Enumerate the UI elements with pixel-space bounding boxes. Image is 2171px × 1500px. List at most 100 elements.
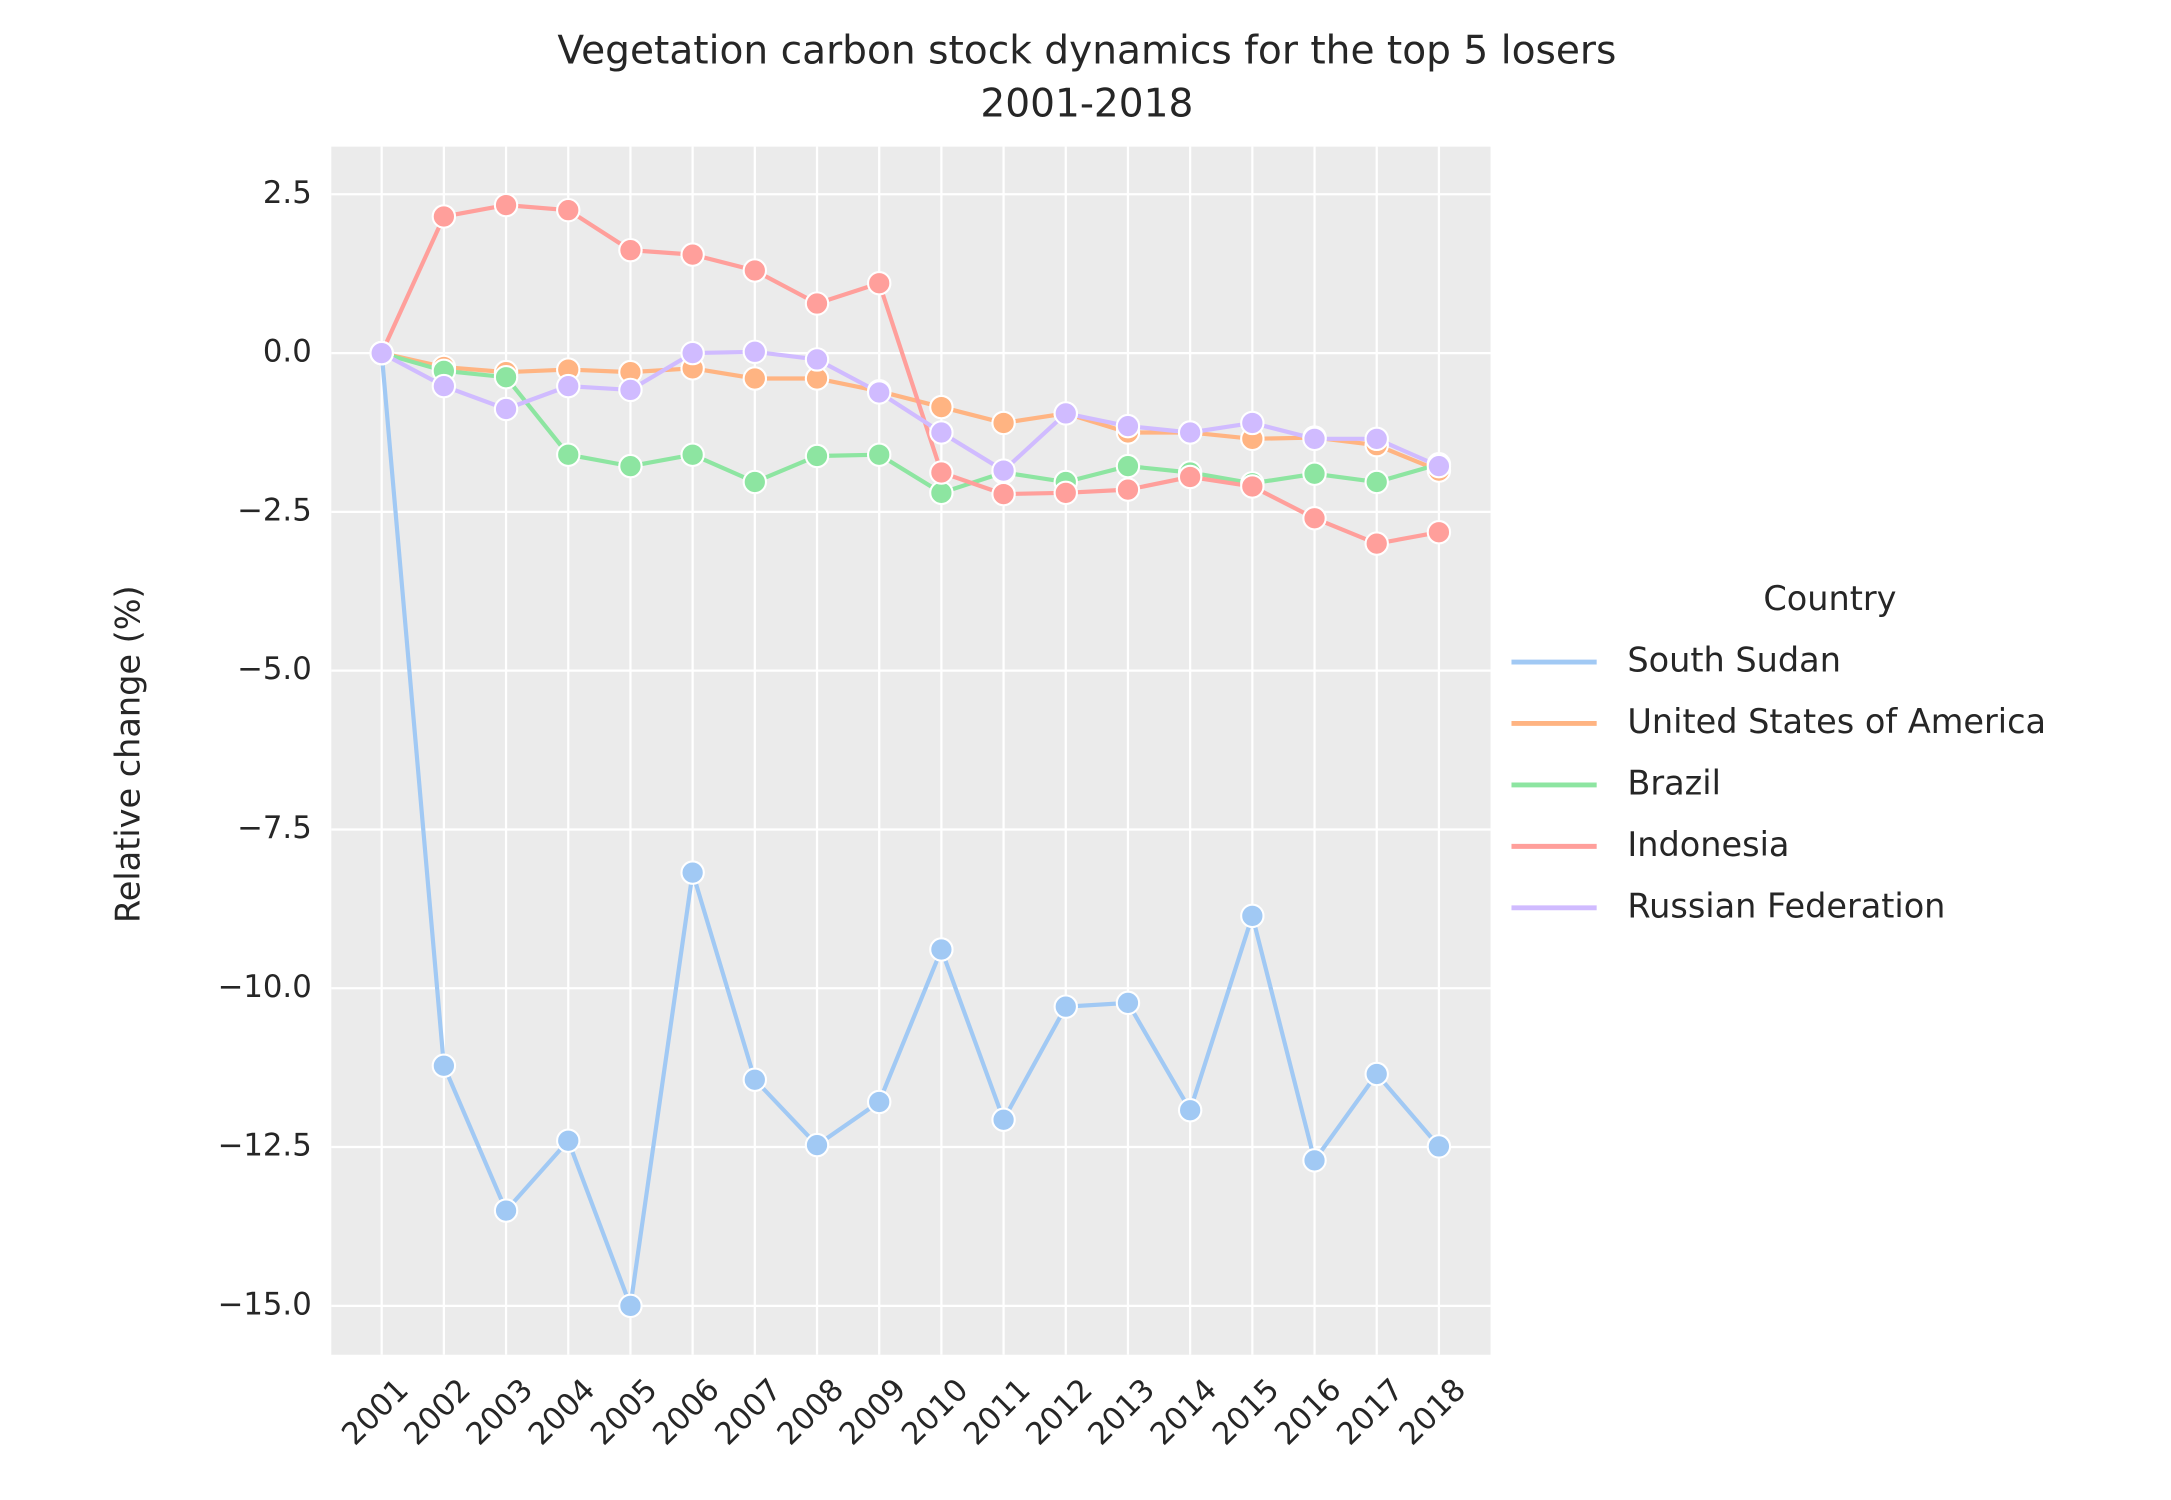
legend-label: South Sudan — [1627, 641, 1841, 680]
data-point — [1115, 477, 1141, 502]
data-point — [742, 366, 768, 391]
legend-label: Russian Federation — [1627, 886, 1945, 925]
data-point — [929, 420, 954, 445]
y-tick-label: −12.5 — [218, 1128, 312, 1164]
y-tick-label: −7.5 — [237, 810, 312, 846]
data-point — [493, 192, 519, 218]
data-point — [1426, 453, 1452, 479]
data-point — [1302, 1148, 1327, 1173]
data-point — [618, 237, 643, 263]
x-tick-label: 2018 — [1392, 1372, 1473, 1453]
data-point — [804, 443, 830, 469]
x-tick-label: 2005 — [584, 1372, 665, 1453]
legend: Country South Sudan United States of Ameri… — [1511, 579, 2046, 925]
data-point — [1302, 426, 1327, 452]
data-point — [1177, 1097, 1203, 1123]
x-tick-label: 2016 — [1268, 1372, 1349, 1453]
data-point — [1426, 1134, 1452, 1159]
data-point — [1364, 1061, 1389, 1087]
chart-subtitle: 2001-2018 — [980, 82, 1193, 127]
y-axis-label: Relative change (%) — [109, 585, 148, 923]
data-point — [680, 860, 705, 885]
data-point — [866, 442, 892, 467]
data-point — [1240, 474, 1265, 499]
data-point — [991, 1107, 1016, 1132]
x-tick-label: 2014 — [1143, 1372, 1224, 1453]
data-point — [618, 377, 643, 403]
x-tick-label: 2012 — [1019, 1372, 1100, 1453]
x-tick-label: 2008 — [770, 1372, 851, 1453]
data-point — [991, 410, 1016, 436]
data-point — [804, 291, 830, 316]
data-point — [804, 1132, 830, 1158]
legend-label: Brazil — [1627, 763, 1720, 802]
y-tick-label: 0.0 — [263, 334, 312, 370]
data-point — [1364, 469, 1389, 495]
data-point — [742, 339, 768, 365]
y-tick-label: −15.0 — [218, 1286, 312, 1322]
data-point — [1302, 461, 1327, 486]
data-point — [493, 396, 519, 422]
data-point — [1115, 413, 1141, 439]
chart-title: Vegetation carbon stock dynamics for the… — [557, 29, 1616, 74]
y-tick-label: −2.5 — [237, 492, 312, 528]
data-point — [929, 937, 954, 962]
data-point — [1053, 994, 1078, 1019]
data-point — [1053, 401, 1078, 426]
x-tick-label: 2017 — [1330, 1372, 1411, 1453]
data-point — [866, 270, 892, 296]
data-point — [1302, 506, 1327, 531]
data-point — [431, 373, 457, 399]
data-point — [556, 442, 581, 467]
x-tick-label: 2010 — [895, 1372, 976, 1453]
y-tick-label: −10.0 — [218, 969, 312, 1005]
data-point — [929, 480, 954, 506]
data-point — [431, 204, 457, 229]
plot-background — [331, 146, 1491, 1355]
x-tick-label: 2011 — [957, 1372, 1038, 1453]
data-point — [1240, 903, 1265, 929]
series-line — [379, 352, 1441, 1307]
data-point — [493, 1198, 519, 1223]
legend-title: Country — [1763, 579, 1896, 618]
data-point — [1426, 519, 1452, 545]
data-point — [680, 242, 705, 267]
y-tick-label: 2.5 — [263, 175, 312, 211]
data-point — [866, 1089, 892, 1115]
x-tick-label: 2002 — [397, 1372, 478, 1453]
series-group — [369, 192, 1452, 1319]
data-point — [1115, 453, 1141, 479]
data-point — [680, 442, 705, 467]
data-point — [556, 1128, 581, 1153]
data-point — [1053, 480, 1078, 506]
data-point — [431, 1053, 457, 1078]
data-point — [556, 373, 581, 399]
x-tick-label: 2007 — [708, 1372, 789, 1453]
data-point — [618, 1293, 643, 1319]
data-point — [742, 469, 768, 495]
data-point — [618, 453, 643, 479]
data-point — [369, 340, 394, 366]
data-point — [1177, 464, 1203, 490]
data-point — [1364, 531, 1389, 556]
y-tick-label: −5.0 — [237, 651, 312, 687]
data-point — [1364, 426, 1389, 452]
data-point — [493, 364, 519, 390]
x-tick-label: 2001 — [335, 1372, 416, 1453]
data-point — [742, 258, 768, 283]
x-tick-label: 2006 — [646, 1372, 727, 1453]
x-tick-label: 2009 — [832, 1372, 913, 1453]
x-tick-label: 2013 — [1081, 1372, 1162, 1453]
data-point — [680, 340, 705, 366]
data-point — [804, 347, 830, 372]
x-tick-label: 2015 — [1206, 1372, 1287, 1453]
legend-label: United States of America — [1627, 702, 2046, 741]
data-point — [742, 1067, 768, 1092]
data-point — [929, 394, 954, 420]
data-point — [556, 197, 581, 223]
data-point — [866, 380, 892, 405]
legend-label: Indonesia — [1627, 825, 1789, 864]
x-tick-label: 2004 — [522, 1372, 603, 1453]
data-point — [1115, 990, 1141, 1016]
